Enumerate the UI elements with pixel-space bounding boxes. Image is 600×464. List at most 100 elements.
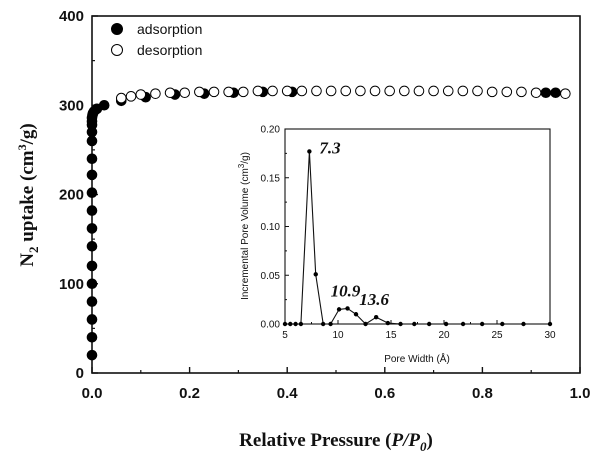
desorption-point: [135, 89, 147, 100]
desorption-point: [413, 85, 425, 97]
main-ticks: 0.0 0.2 0.4 0.6 0.8 1.0 0 100 200 300 400: [59, 8, 590, 402]
desorption-point: [164, 87, 176, 99]
adsorption-point: [86, 240, 98, 252]
inset-point: [426, 321, 432, 327]
adsorption-point: [86, 205, 98, 216]
main-x-tick-label: 0.2: [179, 385, 200, 402]
desorption-point: [501, 86, 513, 98]
legend-label-desorption: desorption: [137, 42, 202, 58]
desorption-point: [223, 86, 234, 98]
desorption-point: [384, 85, 395, 97]
y-axis-title-end: /g): [17, 123, 38, 145]
adsorption-point: [550, 87, 561, 99]
inset-x-axis-title: Pore Width (Å): [384, 352, 450, 365]
desorption-point: [428, 85, 439, 97]
inset-annotation-label: 7.3: [319, 138, 341, 157]
main-y-tick-label: 0: [76, 365, 84, 382]
inset-y-axis-title-base: Incremental Pore Volume (cm: [240, 168, 251, 300]
inset-y-tick-label: 0.20: [261, 125, 281, 136]
inset-point: [320, 321, 326, 327]
desorption-point: [486, 86, 498, 98]
main-x-tick-label: 0.0: [82, 385, 103, 402]
adsorption-point: [86, 260, 98, 272]
legend: adsorption desorption: [111, 21, 202, 58]
main-y-tick-label: 200: [59, 187, 84, 204]
desorption-point: [179, 87, 191, 99]
inset-point: [307, 149, 312, 154]
x-axis-title-close: ): [426, 430, 432, 451]
main-y-tick-label: 100: [59, 276, 84, 293]
y-axis-title-mid: uptake (cm: [17, 150, 38, 246]
inset-annotation-label: 13.6: [359, 290, 389, 309]
desorption-point: [516, 86, 527, 98]
desorption-point: [194, 86, 205, 98]
adsorption-point: [86, 135, 98, 147]
inset-point: [398, 321, 403, 327]
desorption-point: [399, 85, 410, 97]
main-y-tick-label: 400: [59, 8, 84, 25]
adsorption-point: [98, 99, 110, 111]
y-axis-title-sup: 3: [15, 144, 29, 150]
inset-y-axis-title-sup: 3: [237, 163, 246, 168]
inset-point: [288, 321, 293, 327]
inset-y-tick-label: 0.00: [261, 320, 281, 331]
desorption-point: [252, 85, 264, 97]
y-axis-title-sub: 2: [26, 246, 41, 253]
adsorption-point: [86, 153, 98, 165]
inset-x-tick-label: 20: [438, 330, 450, 341]
x-axis-title-var: P/P: [390, 430, 420, 451]
inset-x-tick-label: 5: [282, 330, 288, 341]
desorption-point: [340, 85, 352, 97]
inset-point: [353, 312, 359, 317]
y-axis-title: N2 uptake (cm3/g): [15, 123, 41, 266]
x-axis-title-sub: 0: [420, 439, 427, 454]
inset-point: [282, 321, 288, 327]
main-x-tick-label: 0.4: [277, 385, 299, 402]
inset-point: [373, 314, 379, 320]
inset-point: [336, 307, 342, 312]
inset-y-tick-label: 0.10: [261, 222, 281, 233]
desorption-point: [296, 85, 308, 97]
desorption-point: [281, 85, 293, 97]
inset-y-tick-label: 0.05: [261, 271, 281, 282]
inset-y-axis-title-end: /g): [240, 152, 251, 164]
inset-annotation-label: 10.9: [331, 281, 361, 300]
inset-point: [547, 321, 553, 327]
y-axis-title-n: N: [17, 253, 38, 267]
inset-point: [521, 321, 526, 327]
desorption-point: [237, 86, 249, 98]
desorption-point: [369, 85, 381, 97]
adsorption-point: [86, 349, 98, 361]
legend-marker-desorption: [111, 44, 123, 56]
desorption-point: [150, 88, 161, 99]
desorption-point: [208, 86, 220, 98]
desorption-point: [355, 85, 366, 97]
adsorption-point: [86, 169, 98, 181]
main-points: [86, 85, 571, 361]
inset-point: [298, 321, 304, 327]
inset-background: [285, 129, 550, 324]
desorption-point: [125, 91, 137, 102]
inset-points: [282, 149, 553, 327]
inset-annotations: 7.3 10.913.6: [319, 138, 389, 309]
desorption-point: [115, 92, 127, 104]
inset-point: [460, 321, 466, 327]
desorption-point: [530, 87, 542, 99]
desorption-point: [267, 85, 278, 97]
inset-point: [363, 321, 368, 327]
inset-x-tick-label: 10: [332, 330, 344, 341]
adsorption-point: [86, 187, 98, 199]
inset-y-tick-label: 0.15: [261, 173, 281, 184]
main-y-tick-label: 300: [59, 97, 84, 114]
inset-x-tick-label: 30: [544, 330, 556, 341]
desorption-point: [442, 85, 454, 97]
inset-y-axis-title: Incremental Pore Volume (cm3/g): [237, 152, 251, 300]
inset-point: [443, 321, 449, 327]
inset-point: [313, 272, 318, 277]
adsorption-point: [86, 296, 98, 307]
legend-label-adsorption: adsorption: [137, 21, 202, 37]
inset-x-tick-label: 15: [385, 330, 397, 341]
adsorption-point: [86, 314, 98, 325]
